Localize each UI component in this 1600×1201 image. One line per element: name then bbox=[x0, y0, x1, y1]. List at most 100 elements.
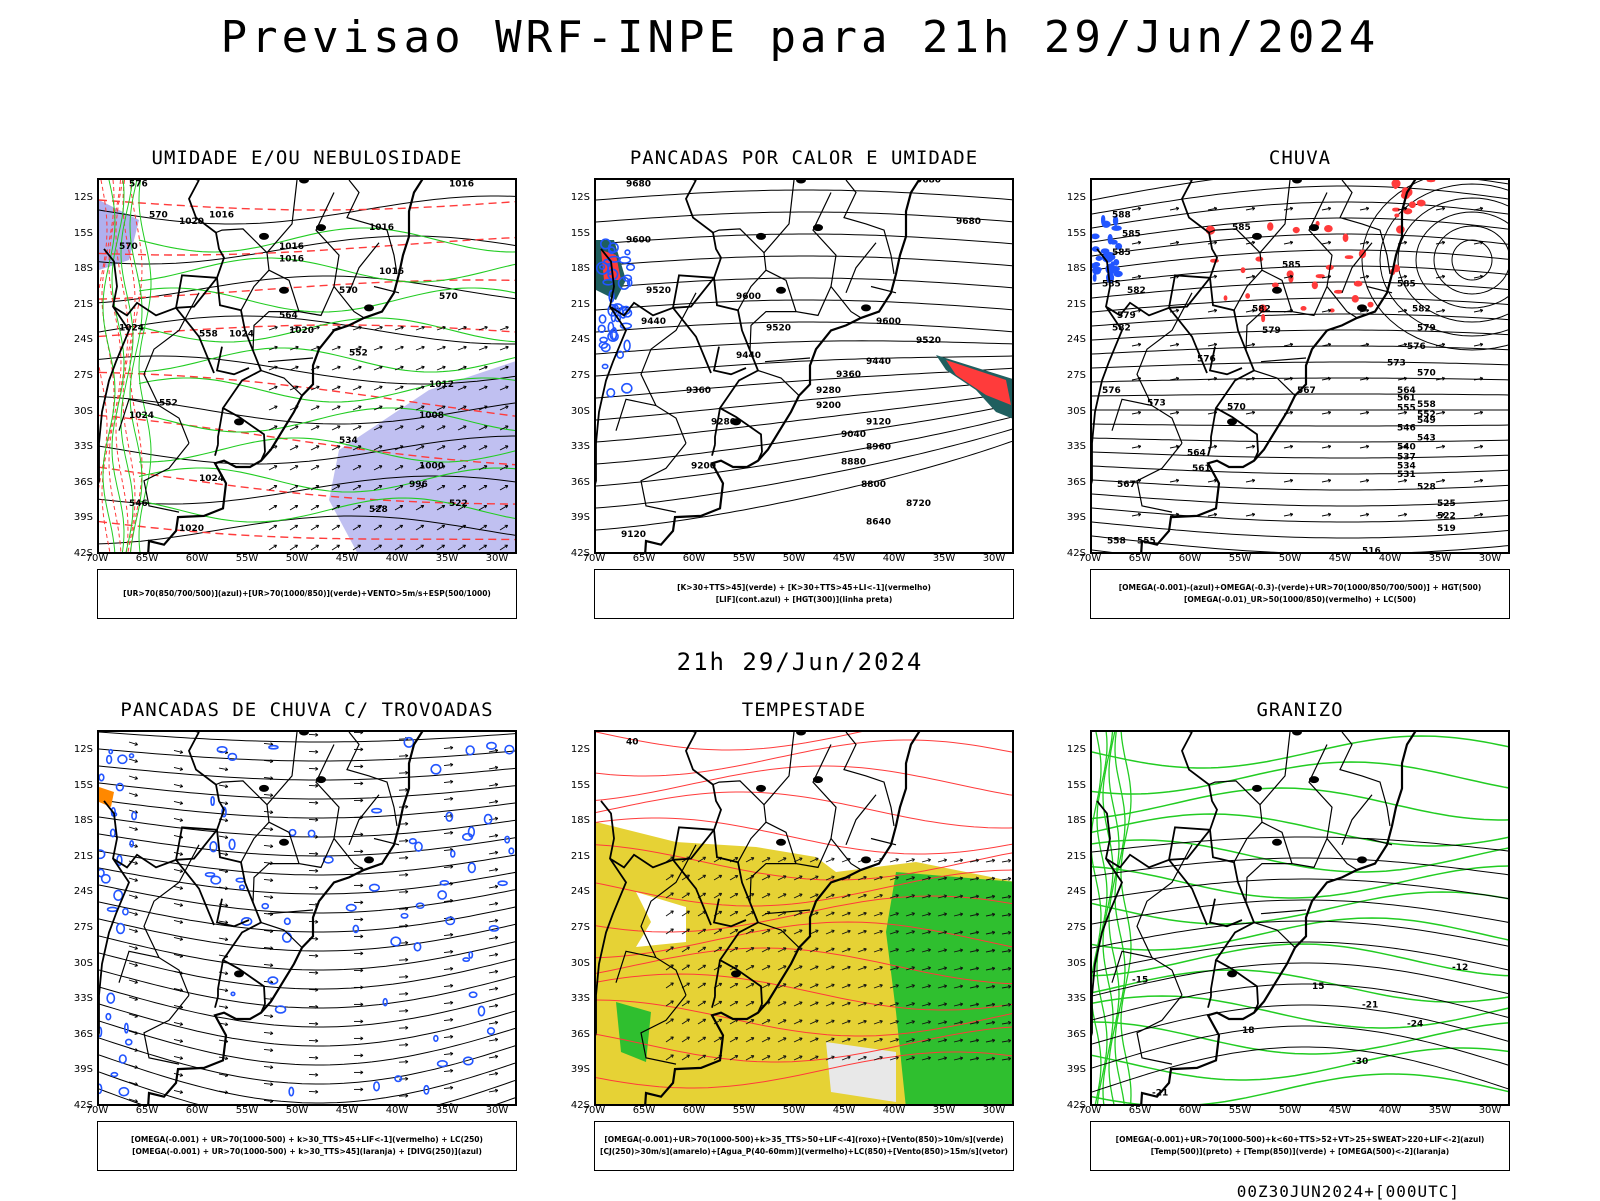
contour-label: 996 bbox=[409, 480, 428, 490]
height-500-contours-line bbox=[1092, 493, 1508, 507]
height-500-contours-line bbox=[1092, 329, 1508, 341]
contour-labels: -12 -15 15 -21 -24 18 -30 -21 bbox=[1132, 963, 1468, 1098]
lon-tick-label: 65W bbox=[1128, 553, 1152, 564]
height-500-contours-line bbox=[1092, 437, 1508, 443]
lon-tick-label: 50W bbox=[782, 553, 806, 564]
contour-label: 570 bbox=[339, 286, 358, 296]
height-500-contours-line bbox=[1092, 345, 1508, 355]
contour-label: 579 bbox=[1262, 326, 1281, 336]
contour-label: 9200 bbox=[691, 461, 716, 471]
humidity-contours-green-line bbox=[138, 257, 515, 283]
country-border bbox=[672, 307, 712, 374]
height-500-contours-line bbox=[1092, 451, 1508, 459]
state-border bbox=[1253, 369, 1296, 397]
state-border bbox=[1366, 837, 1393, 846]
contour-label: 570 bbox=[1227, 402, 1246, 412]
forecast-map: 9680 9680 9680 9600 9520 9600 9600 9440 9520 9520… bbox=[594, 178, 1014, 554]
height-500-contours-line bbox=[1092, 249, 1508, 271]
country-border bbox=[260, 1003, 266, 1014]
lat-tick-label: 33S bbox=[1066, 993, 1086, 1005]
state-border bbox=[843, 180, 895, 275]
contour-label: 1024 bbox=[119, 323, 144, 333]
temp-500-contours-line bbox=[1092, 941, 1508, 973]
state-border bbox=[870, 837, 897, 846]
lon-tick-label: 40W bbox=[1378, 553, 1402, 564]
lat-tick-label: 30S bbox=[570, 405, 590, 417]
contour-label: 552 bbox=[349, 348, 368, 358]
contour-label: 1024 bbox=[129, 411, 154, 421]
height-500-contours-line bbox=[1092, 377, 1508, 383]
country-border bbox=[175, 307, 215, 374]
state-border bbox=[1260, 909, 1307, 915]
state-border bbox=[240, 821, 270, 863]
lon-tick-label: 65W bbox=[632, 1105, 656, 1116]
coastline bbox=[147, 732, 424, 1104]
humidity-contours-green-line bbox=[138, 437, 515, 463]
height-300-contours-line bbox=[596, 277, 1012, 289]
high-pressure-rings-line bbox=[1361, 180, 1508, 351]
lat-tick-label: 12S bbox=[73, 744, 93, 755]
panel-legend: [OMEGA(-0.001)-(azul)+OMEGA(-0.3)-(verde… bbox=[1090, 569, 1510, 619]
lat-tick-label: 27S bbox=[73, 922, 93, 933]
lake-blob bbox=[364, 304, 374, 312]
lon-tick-label: 50W bbox=[285, 1105, 309, 1116]
contour-label: 585 bbox=[1282, 261, 1301, 271]
temp-500-contours-line bbox=[1092, 857, 1508, 877]
streamlines-850-red-line bbox=[596, 1026, 1012, 1063]
lake-blob bbox=[1252, 232, 1262, 240]
country-border bbox=[1092, 800, 1124, 1037]
streamlines-250-line bbox=[99, 1088, 515, 1104]
height-300-contours-line bbox=[596, 189, 1012, 201]
lake-blob bbox=[364, 856, 374, 864]
temp-850-contours-line bbox=[1092, 761, 1508, 795]
panel-legend: [OMEGA(-0.001) + UR>70(1000-500) + k>30_… bbox=[97, 1121, 517, 1171]
contour-label: 582 bbox=[1412, 305, 1431, 315]
lat-tick-label: 36S bbox=[1066, 476, 1086, 488]
state-border bbox=[712, 228, 765, 254]
country-border bbox=[1210, 959, 1217, 997]
height-500-contours-line bbox=[1092, 393, 1508, 397]
lat-tick-label: 30S bbox=[1066, 957, 1086, 969]
geography-layer bbox=[596, 180, 921, 552]
lon-tick-label: 35W bbox=[435, 1105, 459, 1116]
contour-label: 585 bbox=[1397, 280, 1416, 290]
state-border bbox=[712, 780, 765, 806]
mid-title: 21h 29/Jun/2024 bbox=[676, 648, 924, 676]
legend-line: [OMEGA(-0.001) + UR>70(1000-500) + k>30_… bbox=[131, 1135, 483, 1144]
wind-850-green bbox=[616, 1002, 651, 1062]
lat-tick-label: 12S bbox=[570, 192, 590, 203]
streamlines-850-red-line bbox=[596, 973, 1012, 1011]
contour-label: 1012 bbox=[429, 380, 454, 390]
height-300-contours-line bbox=[596, 255, 1012, 267]
contour-label: 546 bbox=[129, 499, 148, 509]
height-500-contours-line bbox=[1092, 180, 1508, 201]
forecast-map: 588 585 585 585 585 585 582 585 582 579 582 579 582 5… bbox=[1090, 178, 1510, 554]
streamlines-250-line bbox=[99, 986, 515, 1028]
streamlines-250-line bbox=[99, 1071, 515, 1104]
forecast-map: 1016 1016 1020 1016 1016 1016 1016 570 570 576 570… bbox=[97, 178, 517, 554]
contour-label: 8720 bbox=[906, 499, 931, 509]
contour-label: 9600 bbox=[626, 236, 651, 246]
panel-legend: [UR>70(850/700/500)](azul)+[UR>70(1000/8… bbox=[97, 569, 517, 619]
lon-tick-label: 35W bbox=[435, 553, 459, 564]
streamlines-850-red-line bbox=[596, 817, 1012, 855]
height-500-contours-line bbox=[1092, 281, 1508, 299]
lon-tick-label: 60W bbox=[185, 1105, 209, 1116]
pressure-contours-line bbox=[99, 355, 515, 385]
contour-label: 573 bbox=[1387, 358, 1406, 368]
temp-850-west-line bbox=[1108, 732, 1120, 1104]
country-border bbox=[714, 959, 721, 997]
humidity-west bbox=[102, 180, 152, 552]
lon-tick-label: 35W bbox=[932, 553, 956, 564]
state-border bbox=[1136, 994, 1183, 1065]
temp-500-contours-line bbox=[1092, 983, 1508, 1021]
height-500-contours-line bbox=[1092, 313, 1508, 327]
streamlines-850-red-line bbox=[596, 791, 1012, 829]
state-border bbox=[260, 921, 303, 949]
lake-blob bbox=[1357, 304, 1367, 312]
panel-title: PANCADAS POR CALOR E UMIDADE bbox=[629, 147, 979, 169]
high-pressure-rings-line bbox=[1415, 211, 1508, 309]
contour-label: 9680 bbox=[916, 180, 941, 186]
humidity-contours-green-line bbox=[138, 347, 515, 373]
omega-red bbox=[1205, 220, 1405, 323]
